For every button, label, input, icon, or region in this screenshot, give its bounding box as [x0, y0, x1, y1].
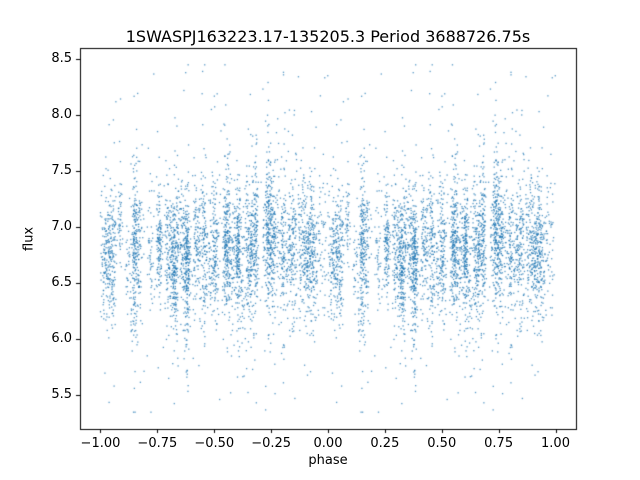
y-tick-label: 7.5 — [51, 163, 72, 179]
y-tick-label: 8.0 — [51, 107, 72, 123]
y-tick-label: 8.5 — [51, 51, 72, 67]
x-tick-label: −0.75 — [137, 436, 178, 451]
x-tick-label: 0.75 — [484, 436, 514, 451]
x-tick-label: 1.00 — [541, 436, 570, 451]
x-tick-label: 0.25 — [370, 436, 400, 451]
y-tick-label: 6.0 — [51, 331, 72, 347]
y-tick-label: 5.5 — [51, 387, 72, 403]
chart-title: 1SWASPJ163223.17-135205.3 Period 3688726… — [125, 27, 531, 46]
x-tick-label: 0.50 — [427, 436, 457, 451]
x-tick-label: −0.25 — [251, 436, 292, 451]
x-tick-label: −0.50 — [194, 436, 235, 451]
y-tick-label: 6.5 — [51, 275, 72, 291]
y-tick-label: 7.0 — [51, 219, 72, 235]
x-axis-label: phase — [308, 453, 348, 468]
y-axis-label: flux — [21, 226, 37, 251]
x-tick-label: 0.00 — [313, 436, 343, 451]
x-tick-label: −1.00 — [80, 436, 121, 451]
